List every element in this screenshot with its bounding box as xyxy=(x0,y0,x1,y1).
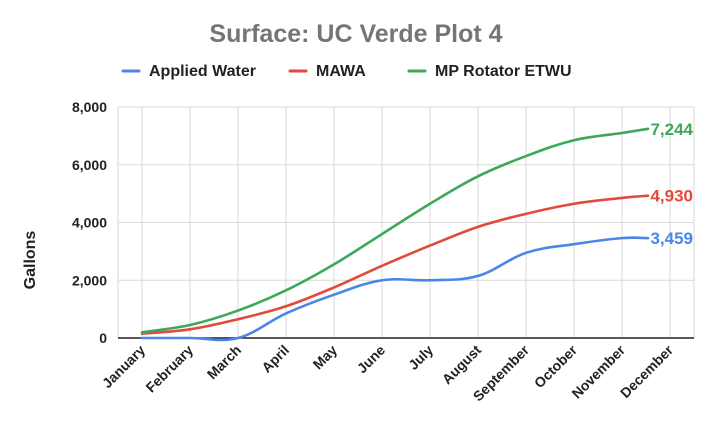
y-tick-label: 6,000 xyxy=(72,157,107,173)
x-tick-label: July xyxy=(405,342,436,373)
x-tick-label: May xyxy=(310,342,341,373)
legend-item-mawa: MAWA xyxy=(288,63,366,80)
x-tick-label: February xyxy=(142,342,196,396)
x-tick-label: April xyxy=(258,342,292,376)
gridlines xyxy=(117,106,695,338)
x-tick-label: August xyxy=(439,342,485,388)
chart-legend: Applied Water MAWA MP Rotator ETWU xyxy=(121,63,572,80)
y-axis-ticks: 0 2,000 4,000 6,000 8,000 xyxy=(72,99,107,346)
series-lines xyxy=(140,127,650,342)
x-tick-label: January xyxy=(99,342,148,391)
series-line-applied-water xyxy=(140,236,650,342)
end-labels: 3,459 4,930 7,244 xyxy=(650,120,693,248)
series-line-mp-rotator-etwu xyxy=(140,127,650,334)
x-tick-label: June xyxy=(354,342,389,377)
end-label-mawa: 4,930 xyxy=(650,187,693,206)
y-tick-label: 2,000 xyxy=(72,272,107,288)
legend-label: Applied Water xyxy=(149,63,256,80)
y-tick-label: 0 xyxy=(99,330,107,346)
series-line-mawa xyxy=(140,194,650,335)
x-tick-label: March xyxy=(204,342,244,382)
legend-item-applied-water: Applied Water xyxy=(121,63,256,80)
end-label-mp-rotator-etwu: 7,244 xyxy=(650,120,693,139)
legend-label: MAWA xyxy=(316,63,366,80)
end-label-applied-water: 3,459 xyxy=(650,229,693,248)
chart-title: Surface: UC Verde Plot 4 xyxy=(209,20,502,48)
y-tick-label: 8,000 xyxy=(72,99,107,115)
x-tick-label: October xyxy=(531,341,581,391)
legend-label: MP Rotator ETWU xyxy=(435,63,572,80)
y-tick-label: 4,000 xyxy=(72,215,107,231)
y-axis-label: Gallons xyxy=(22,231,39,290)
x-tick-label: December xyxy=(617,341,677,401)
legend-item-mp-rotator-etwu: MP Rotator ETWU xyxy=(407,63,572,80)
